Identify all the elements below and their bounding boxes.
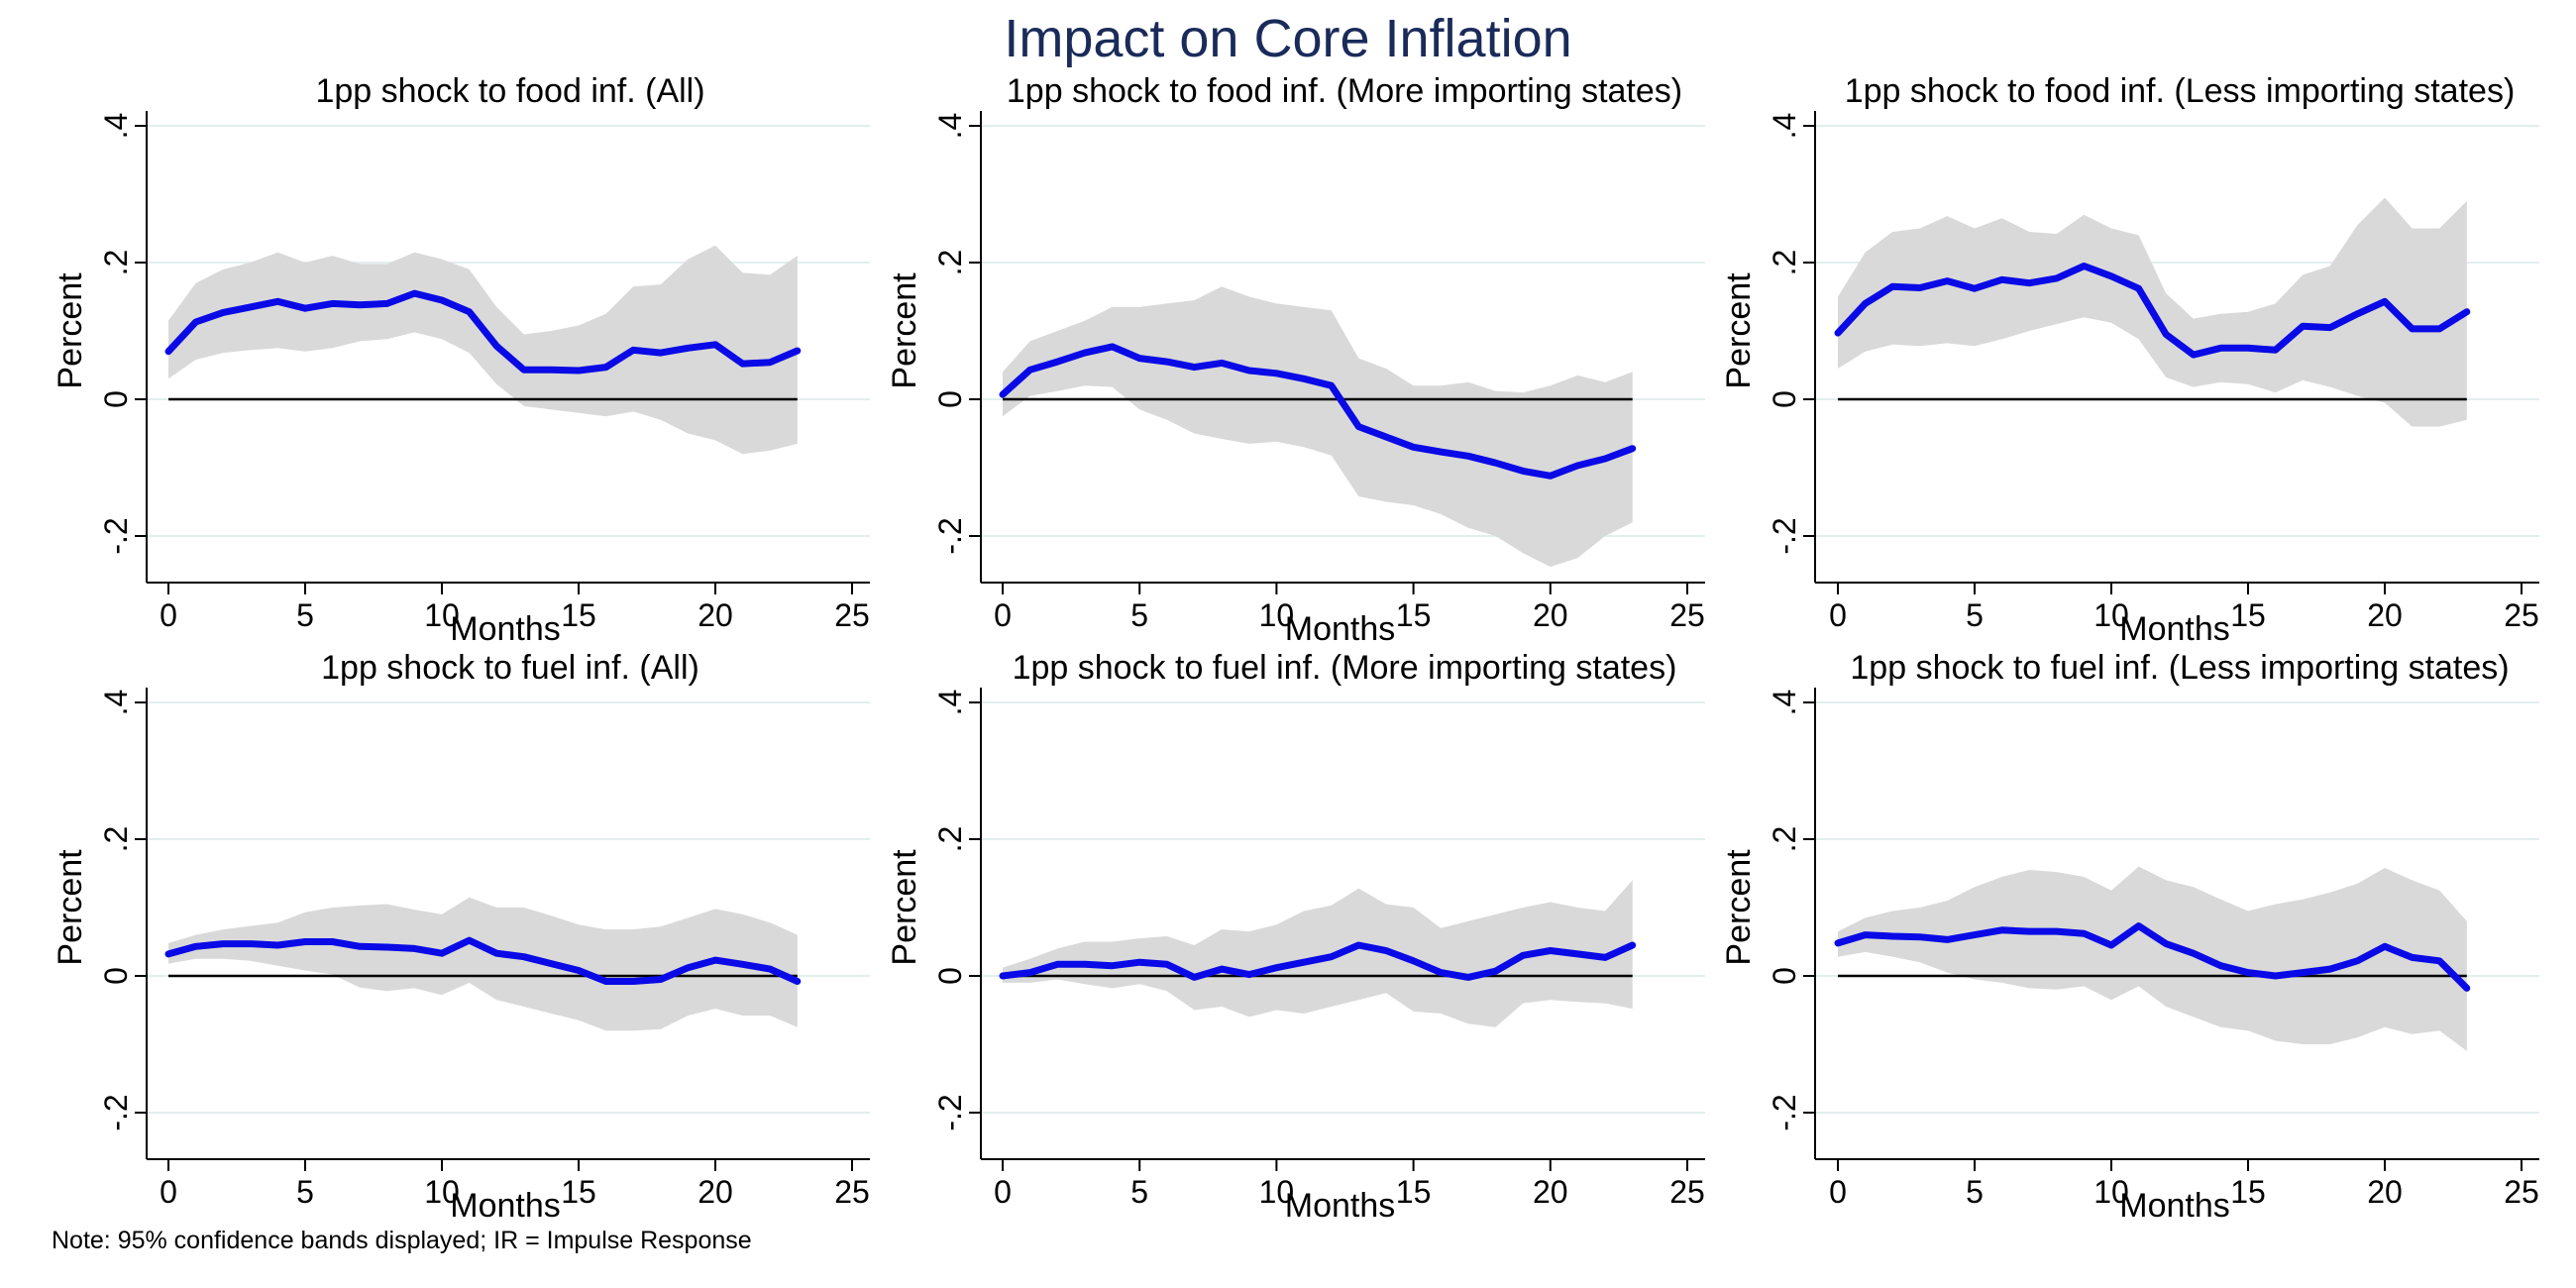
x-tick-label: 25 xyxy=(834,597,870,633)
panel-fuel-more-importing: 1pp shock to fuel inf. (More importing s… xyxy=(886,649,1705,1225)
panel-food-more-importing: 1pp shock to food inf. (More importing s… xyxy=(886,72,1705,648)
y-tick-label: 0 xyxy=(932,390,968,408)
y-tick-label: .2 xyxy=(932,250,968,276)
x-tick-label: 25 xyxy=(1669,1174,1705,1210)
x-axis-label: Months xyxy=(2119,1187,2230,1225)
x-tick-label: 0 xyxy=(994,597,1012,633)
x-tick-label: 0 xyxy=(994,1174,1012,1210)
impulse-response-line xyxy=(164,289,802,375)
confidence-band xyxy=(1003,286,1633,568)
y-tick-label: .2 xyxy=(98,250,134,276)
x-tick-label: 5 xyxy=(1966,597,1984,633)
x-tick-label: 10 xyxy=(1259,597,1295,633)
figure-title: Impact on Core Inflation xyxy=(1004,9,1572,68)
confidence-band xyxy=(1003,880,1633,1027)
x-tick-label: 10 xyxy=(424,1174,460,1210)
x-tick-label: 20 xyxy=(698,1174,733,1210)
y-tick-label: 0 xyxy=(98,967,134,985)
x-tick-label: 25 xyxy=(1669,597,1705,633)
y-tick-label: .4 xyxy=(98,113,134,140)
y-tick-label: .4 xyxy=(932,113,968,140)
y-tick-label: .2 xyxy=(1767,250,1802,276)
y-tick-label: -.2 xyxy=(98,517,134,554)
y-tick-label: .2 xyxy=(98,826,134,853)
impulse-response-line xyxy=(999,343,1637,480)
y-tick-label: -.2 xyxy=(1767,1094,1802,1130)
x-tick-label: 25 xyxy=(2504,597,2539,633)
x-axis-label: Months xyxy=(2119,610,2230,648)
x-tick-label: 10 xyxy=(1259,1174,1295,1210)
x-tick-label: 10 xyxy=(424,597,460,633)
y-tick-label: 0 xyxy=(1767,390,1802,408)
x-tick-label: 25 xyxy=(2504,1174,2539,1210)
x-tick-label: 20 xyxy=(1533,1174,1568,1210)
y-tick-label: .2 xyxy=(1767,826,1802,853)
x-tick-label: 0 xyxy=(160,597,177,633)
y-tick-label: .4 xyxy=(932,690,968,716)
y-tick-label: 0 xyxy=(932,967,968,985)
x-tick-label: 15 xyxy=(1396,1174,1432,1210)
impulse-response-line xyxy=(999,941,1637,981)
x-axis-label: Months xyxy=(1285,1187,1396,1225)
x-tick-label: 20 xyxy=(2367,1174,2403,1210)
panel-title: 1pp shock to food inf. (More importing s… xyxy=(1007,72,1682,110)
y-axis-label: Percent xyxy=(52,272,89,389)
x-tick-label: 15 xyxy=(561,597,596,633)
x-tick-label: 15 xyxy=(2230,1174,2266,1210)
y-tick-label: 0 xyxy=(1767,967,1802,985)
y-tick-label: -.2 xyxy=(98,1094,134,1130)
y-axis-label: Percent xyxy=(1720,849,1758,966)
x-tick-label: 20 xyxy=(2367,597,2403,633)
x-tick-label: 20 xyxy=(698,597,733,633)
y-axis-label: Percent xyxy=(52,849,89,966)
x-tick-label: 10 xyxy=(2093,1174,2129,1210)
y-tick-label: -.2 xyxy=(1767,517,1802,554)
x-tick-label: 25 xyxy=(834,1174,870,1210)
y-tick-label: .2 xyxy=(932,826,968,853)
y-axis-label: Percent xyxy=(886,272,923,389)
y-tick-label: .4 xyxy=(1767,690,1802,716)
x-tick-label: 5 xyxy=(1130,1174,1148,1210)
y-tick-label: .4 xyxy=(98,690,134,716)
panel-title: 1pp shock to fuel inf. (All) xyxy=(321,649,699,687)
x-tick-label: 15 xyxy=(2230,597,2266,633)
panel-title: 1pp shock to food inf. (Less importing s… xyxy=(1845,72,2516,110)
x-axis-label: Months xyxy=(1285,610,1396,648)
x-tick-label: 15 xyxy=(1396,597,1432,633)
y-tick-label: 0 xyxy=(98,390,134,408)
x-tick-label: 0 xyxy=(1829,597,1847,633)
impulse-response-line xyxy=(164,936,802,985)
panel-food-all: 1pp shock to food inf. (All) .4 .2 0 -.2 0 5 10… xyxy=(52,72,870,648)
x-tick-label: 5 xyxy=(296,1174,314,1210)
x-axis-label: Months xyxy=(450,610,561,648)
panel-title: 1pp shock to fuel inf. (More importing s… xyxy=(1013,649,1677,687)
panel-title: 1pp shock to fuel inf. (Less importing s… xyxy=(1850,649,2509,687)
confidence-band xyxy=(168,245,798,455)
x-tick-label: 5 xyxy=(1130,597,1148,633)
x-tick-label: 20 xyxy=(1533,597,1568,633)
panel-fuel-all: 1pp shock to fuel inf. (All) .4 .2 0 -.2 0 5 10… xyxy=(52,649,870,1225)
x-tick-label: 0 xyxy=(160,1174,177,1210)
y-axis-label: Percent xyxy=(1720,272,1758,389)
x-tick-label: 5 xyxy=(296,597,314,633)
x-tick-label: 0 xyxy=(1829,1174,1847,1210)
panel-fuel-less-importing: 1pp shock to fuel inf. (Less importing s… xyxy=(1720,649,2539,1225)
confidence-band xyxy=(168,897,798,1031)
confidence-band xyxy=(1838,866,2467,1051)
y-tick-label: -.2 xyxy=(932,1094,968,1130)
y-axis-label: Percent xyxy=(886,849,923,966)
x-tick-label: 15 xyxy=(561,1174,596,1210)
x-tick-label: 5 xyxy=(1966,1174,1984,1210)
y-tick-label: .4 xyxy=(1767,113,1802,140)
panel-title: 1pp shock to food inf. (All) xyxy=(315,72,704,110)
panel-food-less-importing: 1pp shock to food inf. (Less importing s… xyxy=(1720,72,2539,648)
y-tick-label: -.2 xyxy=(932,517,968,554)
impulse-response-line xyxy=(1834,922,2471,992)
x-tick-label: 10 xyxy=(2093,597,2129,633)
figure-note: Note: 95% confidence bands displayed; IR… xyxy=(52,1227,752,1254)
x-axis-label: Months xyxy=(450,1187,561,1225)
impulse-response-line xyxy=(1834,263,2471,359)
